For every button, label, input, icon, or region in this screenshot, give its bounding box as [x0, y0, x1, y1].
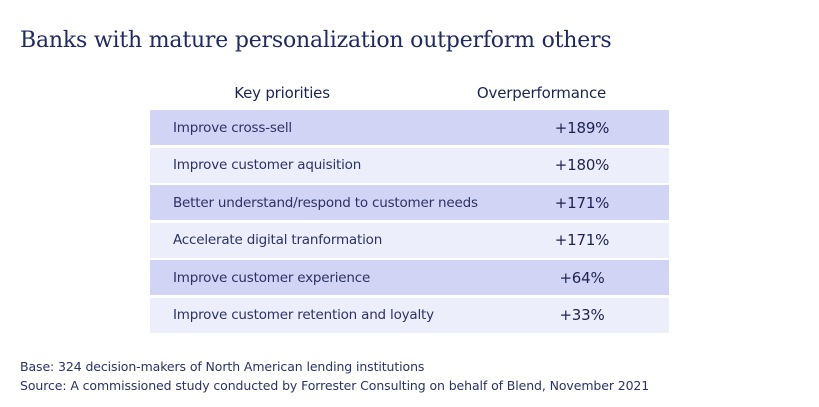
table-header: Key priorities Overperformance [150, 78, 669, 108]
table-row: Improve cross-sell +189% [150, 110, 669, 145]
overperformance-value: +171% [554, 231, 610, 249]
priority-label: Improve customer experience [173, 269, 371, 286]
overperformance-value: +171% [554, 193, 610, 212]
table-body: Improve cross-sell +189% Improve custome… [150, 110, 669, 333]
overperformance-value: +189% [554, 118, 610, 137]
priority-label: Improve customer retention and loyalty [173, 307, 434, 323]
table-row: Improve customer experience +64% [150, 260, 669, 295]
footnotes: Base: 324 decision-makers of North Ameri… [20, 357, 649, 395]
base-note: Base: 324 decision-makers of North Ameri… [20, 359, 425, 374]
table-row: Accelerate digital tranformation +171% [150, 222, 669, 258]
page-title: Banks with mature personalization outper… [20, 28, 612, 53]
overperformance-value: +33% [559, 306, 605, 324]
table-row: Better understand/respond to customer ne… [150, 185, 669, 220]
priority-label: Improve customer aquisition [173, 157, 362, 173]
header-key-priorities: Key priorities [234, 84, 330, 102]
header-overperformance: Overperformance [476, 84, 607, 102]
priorities-table: Key priorities Overperformance Improve c… [150, 78, 669, 335]
source-note: Source: A commissioned study conducted b… [20, 378, 650, 393]
priority-label: Better understand/respond to customer ne… [173, 194, 478, 211]
priority-label: Accelerate digital tranformation [173, 232, 383, 248]
priority-label: Improve cross-sell [173, 119, 292, 136]
table-row: Improve customer retention and loyalty +… [150, 297, 669, 333]
overperformance-value: +64% [559, 268, 605, 287]
table-row: Improve customer aquisition +180% [150, 147, 669, 183]
overperformance-value: +180% [554, 156, 610, 174]
